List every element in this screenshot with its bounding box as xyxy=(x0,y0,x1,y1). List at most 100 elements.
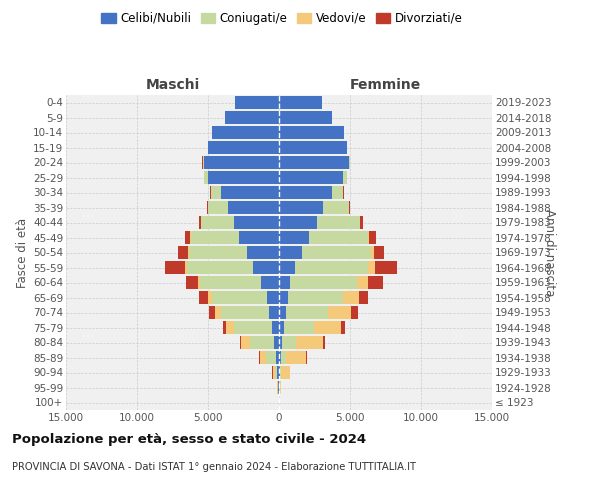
Bar xyxy=(360,216,363,228)
Bar xyxy=(279,202,323,213)
Bar xyxy=(279,96,322,108)
Bar xyxy=(279,112,332,124)
Bar xyxy=(225,112,279,124)
Bar xyxy=(349,156,350,168)
Bar xyxy=(279,352,281,364)
Bar xyxy=(253,262,279,274)
Bar xyxy=(296,336,323,348)
Bar xyxy=(189,246,247,258)
Bar xyxy=(209,306,215,318)
Y-axis label: Fasce di età: Fasce di età xyxy=(16,218,29,288)
Bar xyxy=(351,306,358,318)
Bar xyxy=(328,306,351,318)
Bar xyxy=(279,186,332,198)
Bar xyxy=(208,292,212,304)
Bar xyxy=(201,216,233,228)
Bar xyxy=(349,202,350,213)
Bar xyxy=(280,382,281,394)
Bar xyxy=(208,202,228,213)
Bar xyxy=(357,276,368,288)
Bar xyxy=(185,262,187,274)
Bar xyxy=(282,336,296,348)
Bar xyxy=(261,276,279,288)
Bar xyxy=(240,336,241,348)
Bar xyxy=(203,156,204,168)
Bar xyxy=(186,276,198,288)
Bar xyxy=(286,352,306,364)
Bar xyxy=(212,126,279,138)
Text: Femmine: Femmine xyxy=(350,78,421,92)
Bar xyxy=(207,202,208,213)
Bar xyxy=(239,232,279,243)
Bar xyxy=(317,216,360,228)
Bar xyxy=(205,172,208,183)
Bar xyxy=(286,306,328,318)
Bar xyxy=(279,336,282,348)
Bar xyxy=(221,186,279,198)
Bar xyxy=(221,306,269,318)
Bar xyxy=(279,276,290,288)
Text: Popolazione per età, sesso e stato civile - 2024: Popolazione per età, sesso e stato civil… xyxy=(12,432,366,446)
Bar xyxy=(279,246,302,258)
Bar xyxy=(267,292,279,304)
Bar xyxy=(302,246,371,258)
Bar xyxy=(279,292,288,304)
Bar xyxy=(370,232,376,243)
Bar xyxy=(210,186,211,198)
Bar xyxy=(341,322,344,334)
Bar xyxy=(368,232,370,243)
Bar xyxy=(199,292,208,304)
Bar xyxy=(215,306,221,318)
Bar xyxy=(247,246,279,258)
Bar xyxy=(375,262,397,274)
Bar xyxy=(212,292,267,304)
Bar xyxy=(191,232,239,243)
Bar xyxy=(323,202,349,213)
Legend: Celibi/Nubili, Coniugati/e, Vedovi/e, Divorziati/e: Celibi/Nubili, Coniugati/e, Vedovi/e, Di… xyxy=(98,8,466,28)
Bar xyxy=(323,336,325,348)
Bar xyxy=(208,172,279,183)
Bar xyxy=(309,232,368,243)
Bar xyxy=(272,366,275,378)
Bar xyxy=(368,276,383,288)
Bar xyxy=(166,262,185,274)
Bar xyxy=(211,186,221,198)
Bar xyxy=(279,262,295,274)
Text: Maschi: Maschi xyxy=(145,78,200,92)
Bar xyxy=(275,366,277,378)
Y-axis label: Anni di nascita: Anni di nascita xyxy=(542,209,556,296)
Bar xyxy=(332,186,343,198)
Bar xyxy=(359,292,368,304)
Bar xyxy=(185,232,190,243)
Bar xyxy=(343,292,359,304)
Bar xyxy=(208,142,279,154)
Bar xyxy=(200,276,261,288)
Bar xyxy=(281,366,290,378)
Bar xyxy=(284,322,314,334)
Bar xyxy=(204,156,279,168)
Bar xyxy=(269,306,279,318)
Bar xyxy=(198,276,200,288)
Bar xyxy=(235,96,279,108)
Bar xyxy=(250,336,274,348)
Bar xyxy=(241,336,250,348)
Bar xyxy=(281,352,286,364)
Bar xyxy=(226,322,233,334)
Bar xyxy=(278,382,279,394)
Bar xyxy=(343,172,347,183)
Bar xyxy=(295,262,368,274)
Bar xyxy=(266,352,276,364)
Bar xyxy=(228,202,279,213)
Bar xyxy=(188,246,189,258)
Text: PROVINCIA DI SAVONA - Dati ISTAT 1° gennaio 2024 - Elaborazione TUTTITALIA.IT: PROVINCIA DI SAVONA - Dati ISTAT 1° genn… xyxy=(12,462,416,472)
Bar xyxy=(279,142,347,154)
Bar xyxy=(279,366,280,378)
Bar xyxy=(279,172,343,183)
Bar xyxy=(288,292,343,304)
Bar xyxy=(272,322,279,334)
Bar xyxy=(223,322,226,334)
Bar xyxy=(280,366,281,378)
Bar xyxy=(290,276,357,288)
Bar xyxy=(279,156,349,168)
Bar xyxy=(233,322,272,334)
